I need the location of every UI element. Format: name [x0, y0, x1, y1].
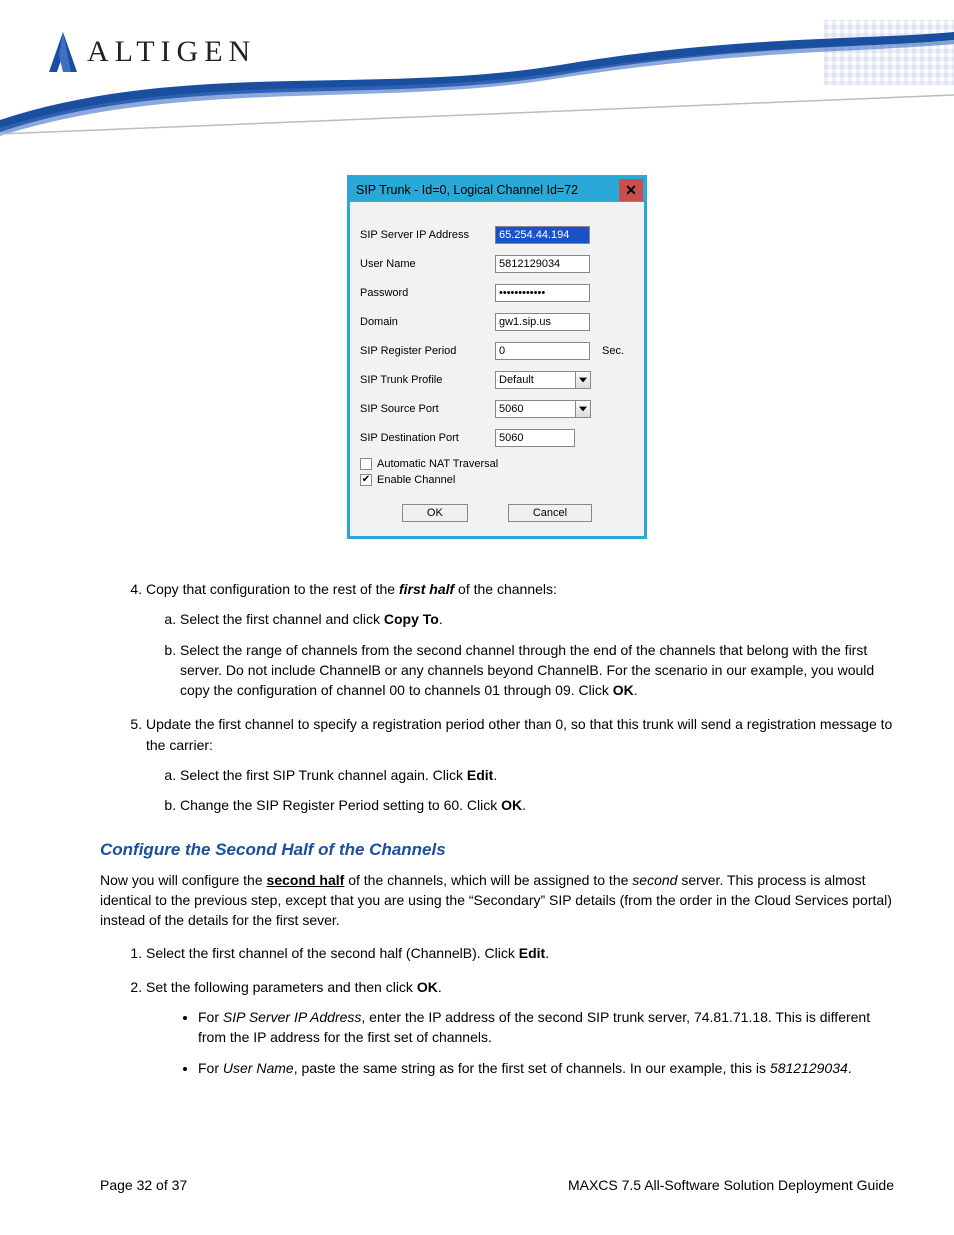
username-label: User Name — [360, 258, 495, 270]
nat-traversal-label: Automatic NAT Traversal — [377, 458, 498, 470]
second-numbered-steps: Select the first channel of the second h… — [100, 943, 894, 1078]
sip-ip-input[interactable] — [495, 226, 590, 244]
section-heading: Configure the Second Half of the Channel… — [100, 840, 894, 860]
reg-period-label: SIP Register Period — [360, 345, 495, 357]
dialog-titlebar: SIP Trunk - Id=0, Logical Channel Id=72 … — [350, 178, 644, 202]
reg-period-suffix: Sec. — [602, 345, 624, 357]
second-step-1: Select the first channel of the second h… — [146, 943, 894, 963]
dest-port-label: SIP Destination Port — [360, 432, 495, 444]
step-5: Update the first channel to specify a re… — [146, 714, 894, 815]
trunk-profile-label: SIP Trunk Profile — [360, 374, 495, 386]
sip-trunk-dialog-screenshot: SIP Trunk - Id=0, Logical Channel Id=72 … — [347, 175, 647, 539]
ok-button[interactable]: OK — [402, 504, 468, 522]
header-swoosh — [0, 0, 954, 150]
step-4: Copy that configuration to the rest of t… — [146, 579, 894, 700]
domain-input[interactable] — [495, 313, 590, 331]
logo-text: ALTIGEN — [87, 35, 256, 69]
chevron-down-icon[interactable] — [575, 400, 591, 418]
numbered-steps: Copy that configuration to the rest of t… — [100, 579, 894, 816]
domain-label: Domain — [360, 316, 495, 328]
enable-channel-checkbox[interactable]: ✔ — [360, 474, 372, 486]
brand-logo: ALTIGEN — [45, 30, 256, 74]
section-intro-para: Now you will configure the second half o… — [100, 870, 894, 931]
enable-channel-label: Enable Channel — [377, 474, 455, 486]
cancel-button[interactable]: Cancel — [508, 504, 592, 522]
page-content: SIP Trunk - Id=0, Logical Channel Id=72 … — [100, 150, 894, 1092]
step-5a: Select the first SIP Trunk channel again… — [180, 765, 894, 785]
password-input[interactable] — [495, 284, 590, 302]
chevron-down-icon[interactable] — [575, 371, 591, 389]
username-input[interactable] — [495, 255, 590, 273]
page-footer: Page 32 of 37 MAXCS 7.5 All-Software Sol… — [100, 1177, 894, 1193]
nat-traversal-checkbox[interactable] — [360, 458, 372, 470]
trunk-profile-select[interactable] — [495, 371, 591, 389]
header-pixel-decor — [824, 20, 954, 85]
sip-ip-label: SIP Server IP Address — [360, 229, 495, 241]
page-header: ALTIGEN — [0, 0, 954, 135]
bullet-2: For User Name, paste the same string as … — [198, 1058, 894, 1078]
dialog-body: SIP Server IP Address User Name Password… — [350, 202, 644, 536]
step-5b: Change the SIP Register Period setting t… — [180, 795, 894, 815]
footer-title: MAXCS 7.5 All-Software Solution Deployme… — [568, 1177, 894, 1193]
step-4a: Select the first channel and click Copy … — [180, 609, 894, 629]
second-step-2: Set the following parameters and then cl… — [146, 977, 894, 1078]
logo-mark-icon — [45, 30, 81, 74]
password-label: Password — [360, 287, 495, 299]
source-port-select[interactable] — [495, 400, 591, 418]
step-4b: Select the range of channels from the se… — [180, 640, 894, 701]
reg-period-input[interactable] — [495, 342, 590, 360]
source-port-value[interactable] — [495, 400, 575, 418]
page-number: Page 32 of 37 — [100, 1177, 187, 1193]
sip-trunk-dialog: SIP Trunk - Id=0, Logical Channel Id=72 … — [347, 175, 647, 539]
trunk-profile-value[interactable] — [495, 371, 575, 389]
dialog-title: SIP Trunk - Id=0, Logical Channel Id=72 — [356, 183, 578, 197]
dest-port-input[interactable] — [495, 429, 575, 447]
bullet-1: For SIP Server IP Address, enter the IP … — [198, 1007, 894, 1048]
close-icon[interactable]: ✕ — [619, 179, 643, 201]
source-port-label: SIP Source Port — [360, 403, 495, 415]
